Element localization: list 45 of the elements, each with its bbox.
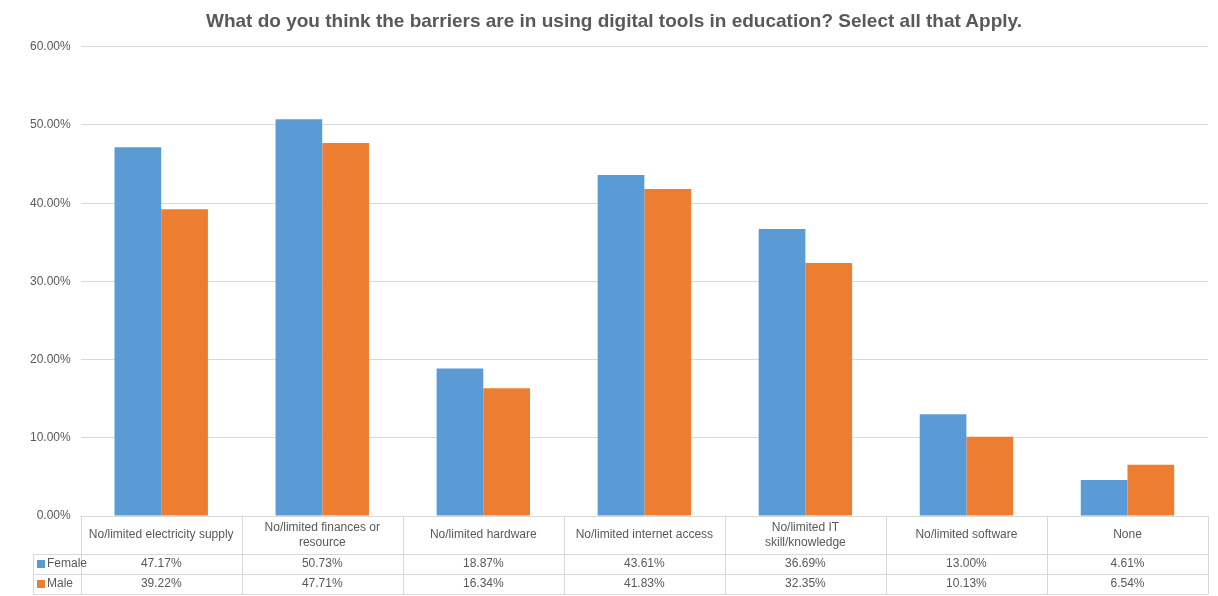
y-tick-label: 60.00% <box>30 39 72 54</box>
x-tick-label: None <box>1113 527 1143 542</box>
y-tick-label: 40.00% <box>30 195 72 210</box>
x-tick-label: No/limited IT skill/knowledge <box>765 519 847 549</box>
bar <box>322 142 369 516</box>
bar <box>161 209 208 516</box>
x-tick-label: No/limited internet access <box>575 527 714 542</box>
bar <box>275 119 323 516</box>
data-label: 10.13% <box>946 576 988 591</box>
data-label: 43.61% <box>624 556 666 571</box>
bar <box>758 229 806 516</box>
bar <box>919 414 967 516</box>
x-tick-label: No/limited finances or resource <box>264 519 380 549</box>
bar <box>436 368 484 516</box>
bar <box>966 436 1014 516</box>
y-tick-label: 30.00% <box>30 273 72 288</box>
data-label: 13.00% <box>946 556 988 571</box>
data-label: 47.71% <box>301 576 343 591</box>
data-label: 18.87% <box>462 556 504 571</box>
data-label: 16.34% <box>462 576 504 591</box>
data-label: 47.17% <box>140 556 182 571</box>
bar <box>597 174 645 516</box>
bar <box>483 388 531 516</box>
y-tick-label: 10.00% <box>30 430 72 445</box>
bar <box>114 147 162 516</box>
data-label: 39.22% <box>140 576 182 591</box>
y-tick-label: 20.00% <box>30 351 72 366</box>
bar <box>644 188 692 516</box>
bar <box>1127 464 1175 516</box>
data-label: 32.35% <box>785 576 827 591</box>
legend-label: Male <box>47 576 74 591</box>
x-tick-label: No/limited software <box>915 527 1018 542</box>
data-label: 6.54% <box>1110 576 1145 591</box>
x-tick-label: No/limited hardware <box>429 527 537 542</box>
y-tick-label: 0.00% <box>36 508 72 523</box>
chart-title: What do you think the barriers are in using digital tools in education? Select all that Apply. <box>205 9 1023 31</box>
data-label: 41.83% <box>624 576 666 591</box>
y-tick-label: 50.00% <box>30 117 72 132</box>
bar <box>1080 479 1128 516</box>
bar <box>805 263 853 516</box>
data-label: 4.61% <box>1110 556 1145 571</box>
data-label: 36.69% <box>785 556 827 571</box>
x-tick-label: No/limited electricity supply <box>88 527 234 542</box>
legend-label: Female <box>47 556 88 571</box>
data-label: 50.73% <box>301 556 343 571</box>
